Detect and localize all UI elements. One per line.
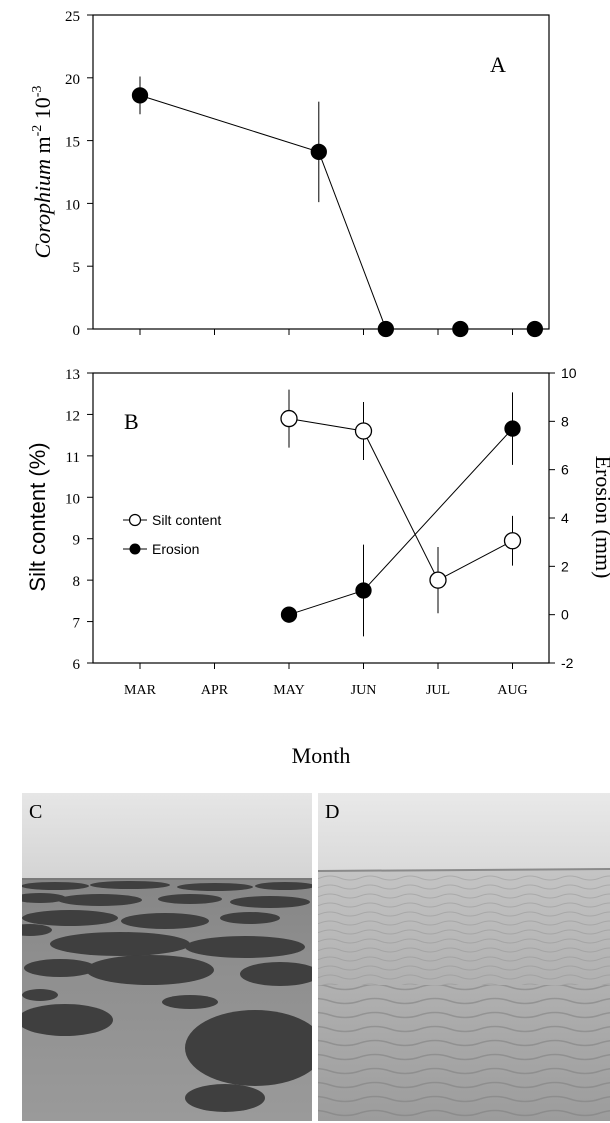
x-tick-label: JUL [426,683,450,698]
silt-content-line [288,418,513,581]
y2-tick-label: 8 [561,413,569,429]
panel-b-series [280,389,522,637]
legend-label-silt: Silt content [152,512,221,528]
panel-a-series [131,76,543,338]
y-tick-label: 25 [65,9,80,25]
y-tick-label: 7 [73,616,81,632]
panel-b-label: B [124,409,139,434]
photo-c-label: C [29,801,42,823]
corophium-point [131,87,149,104]
legend: Silt content Erosion [123,512,221,557]
y-tick-label: 6 [73,657,81,673]
panel-a: 0 5 10 15 20 25 A Corophium m-2 10-3 [30,9,550,339]
y2-tick-label: 4 [561,510,569,526]
y-tick-label: 10 [65,197,80,213]
panel-b-left-y-ticks: 6 7 8 9 10 11 12 13 [65,367,93,673]
y-tick-label: 20 [65,72,80,88]
legend-marker-silt [128,513,142,527]
corophium-point [377,320,395,338]
panel-a-x-ticks [139,329,513,335]
y-tick-label: 5 [73,260,81,276]
photo-c: C [22,793,312,1121]
x-tick-label: MAR [124,683,157,698]
y-tick-label: 11 [66,450,80,466]
erosion-point [504,420,521,437]
y-tick-label: 10 [65,491,80,507]
silt-content-point [280,409,298,428]
y-tick-label: 0 [73,323,81,339]
legend-label-erosion: Erosion [152,541,199,557]
corophium-line [139,94,535,330]
x-tick-label: MAY [273,683,304,698]
silt-content-point [503,532,522,550]
photo-d: D [318,793,610,1121]
corophium-point [452,320,469,338]
panel-b-right-y-axis-label: Erosion (mm) [591,456,610,579]
y2-tick-label: 10 [561,365,577,381]
erosion-point [280,606,298,623]
erosion-point [355,582,372,599]
panel-a-label: A [490,52,506,77]
corophium-point [526,320,543,338]
y-tick-label: 15 [65,135,80,151]
y-tick-label: 8 [73,574,81,590]
panel-b: 6 7 8 9 10 11 12 13 -2 0 2 4 6 8 10 MAR APR MAY JUN JUL AU… [25,365,610,768]
y2-tick-label: -2 [561,655,574,671]
silt-content-point [429,571,447,589]
silt-content-point [354,422,373,440]
panel-b-right-y-ticks: -2 0 2 4 6 8 10 [549,365,577,671]
y2-tick-label: 2 [561,558,569,574]
panel-b-x-ticks: MAR APR MAY JUN JUL AUG [124,663,528,698]
corophium-point [310,143,327,161]
y-tick-label: 13 [65,367,80,383]
legend-marker-erosion [129,543,141,555]
panel-a-y-axis-label: Corophium m-2 10-3 [30,86,55,259]
photo-d-label: D [325,801,339,823]
panel-b-left-y-axis-label: Silt content (%) [25,442,50,591]
x-tick-label: APR [201,683,229,698]
y-tick-label: 12 [65,408,80,424]
x-tick-label: JUN [351,683,377,698]
y2-tick-label: 0 [561,607,569,623]
erosion-line [288,428,513,616]
panel-a-y-ticks: 0 5 10 15 20 25 [65,9,93,339]
y-tick-label: 9 [73,533,81,549]
panel-b-x-axis-label: Month [292,743,351,768]
panel-a-frame [92,14,550,330]
y2-tick-label: 6 [561,462,569,478]
x-tick-label: AUG [497,683,527,698]
